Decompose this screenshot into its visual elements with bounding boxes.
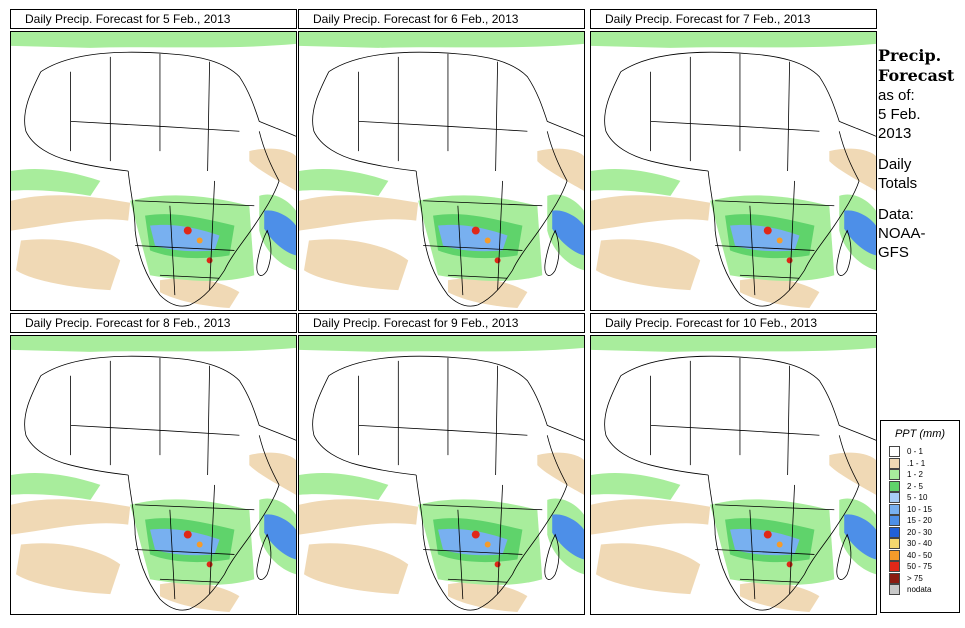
legend-swatch [889, 572, 900, 584]
legend-label: 1 - 2 [907, 470, 924, 479]
precip-map [298, 335, 585, 615]
legend-label: 40 - 50 [907, 550, 932, 560]
precip-map [298, 31, 585, 311]
data-label: Data: [878, 206, 914, 223]
legend-item: 1 - 2 [881, 469, 959, 481]
legend-swatch [889, 549, 900, 561]
legend-swatch [889, 457, 900, 469]
forecast-panel-feb-5: Daily Precip. Forecast for 5 Feb., 2013 [10, 9, 300, 311]
legend-swatch [889, 515, 900, 526]
legend-item: .1 - 1 [881, 457, 959, 470]
legend-swatch [889, 538, 900, 549]
legend-item: 0 - 1 [881, 446, 959, 458]
heading-forecast: Forecast [878, 66, 955, 85]
legend-label: .1 - 1 [907, 458, 926, 468]
legend-item: 5 - 10 [881, 492, 959, 504]
precip-map [10, 335, 297, 615]
legend-label: > 75 [907, 573, 923, 583]
data-source-1: NOAA- [878, 225, 926, 242]
legend-swatch [889, 526, 900, 538]
legend-swatch [889, 480, 900, 492]
precip-map [590, 335, 877, 615]
panel-title: Daily Precip. Forecast for 7 Feb., 2013 [590, 9, 877, 29]
as-of-date: 5 Feb. [878, 106, 921, 123]
daily-label: Daily [878, 156, 912, 173]
legend-swatch [889, 561, 900, 572]
forecast-info: Precip. Forecast as of: 5 Feb. 2013 Dail… [878, 46, 965, 262]
heading-precip: Precip. [878, 46, 942, 65]
as-of-year: 2013 [878, 125, 912, 142]
forecast-panel-feb-6: Daily Precip. Forecast for 6 Feb., 2013 [298, 9, 588, 311]
legend-swatch [889, 446, 900, 457]
legend-title: PPT (mm) [894, 428, 946, 440]
panel-title: Daily Precip. Forecast for 10 Feb., 2013 [590, 313, 877, 333]
legend-swatch [889, 492, 900, 503]
panel-title: Daily Precip. Forecast for 6 Feb., 2013 [298, 9, 585, 29]
precip-map [590, 31, 877, 311]
totals-label: Totals [878, 175, 918, 192]
legend-swatch [889, 469, 900, 480]
legend-item: 10 - 15 [881, 503, 959, 516]
forecast-panel-feb-10: Daily Precip. Forecast for 10 Feb., 2013 [590, 313, 880, 615]
legend-label: 10 - 15 [907, 504, 932, 514]
legend-item: 2 - 5 [881, 480, 959, 493]
legend-item: 40 - 50 [881, 549, 959, 562]
forecast-panel-feb-7: Daily Precip. Forecast for 7 Feb., 2013 [590, 9, 880, 311]
legend-item: 30 - 40 [881, 538, 959, 550]
panel-title: Daily Precip. Forecast for 8 Feb., 2013 [10, 313, 297, 333]
precip-map [10, 31, 297, 311]
ppt-legend: PPT (mm) 0 - 1 .1 - 1 1 - 2 2 - 5 5 - 10 10 -… [880, 420, 960, 613]
legend-item: nodata [881, 584, 959, 596]
legend-label: 30 - 40 [907, 539, 932, 548]
forecast-panel-feb-8: Daily Precip. Forecast for 8 Feb., 2013 [10, 313, 300, 615]
legend-label: 15 - 20 [907, 516, 932, 525]
legend-label: 5 - 10 [907, 493, 928, 502]
legend-swatch [889, 584, 900, 595]
panel-title: Daily Precip. Forecast for 5 Feb., 2013 [10, 9, 297, 29]
legend-label: 20 - 30 [907, 527, 932, 537]
legend-item: 15 - 20 [881, 515, 959, 527]
legend-label: 50 - 75 [907, 562, 932, 571]
legend-label: nodata [907, 585, 932, 594]
legend-item: 20 - 30 [881, 526, 959, 539]
legend-label: 0 - 1 [907, 447, 924, 456]
as-of-label: as of: [878, 87, 915, 104]
legend-item: 50 - 75 [881, 561, 959, 573]
legend-swatch [889, 503, 900, 515]
forecast-panel-feb-9: Daily Precip. Forecast for 9 Feb., 2013 [298, 313, 588, 615]
panel-title: Daily Precip. Forecast for 9 Feb., 2013 [298, 313, 585, 333]
legend-item: > 75 [881, 572, 959, 585]
legend-label: 2 - 5 [907, 481, 924, 491]
data-source-2: GFS [878, 244, 909, 261]
